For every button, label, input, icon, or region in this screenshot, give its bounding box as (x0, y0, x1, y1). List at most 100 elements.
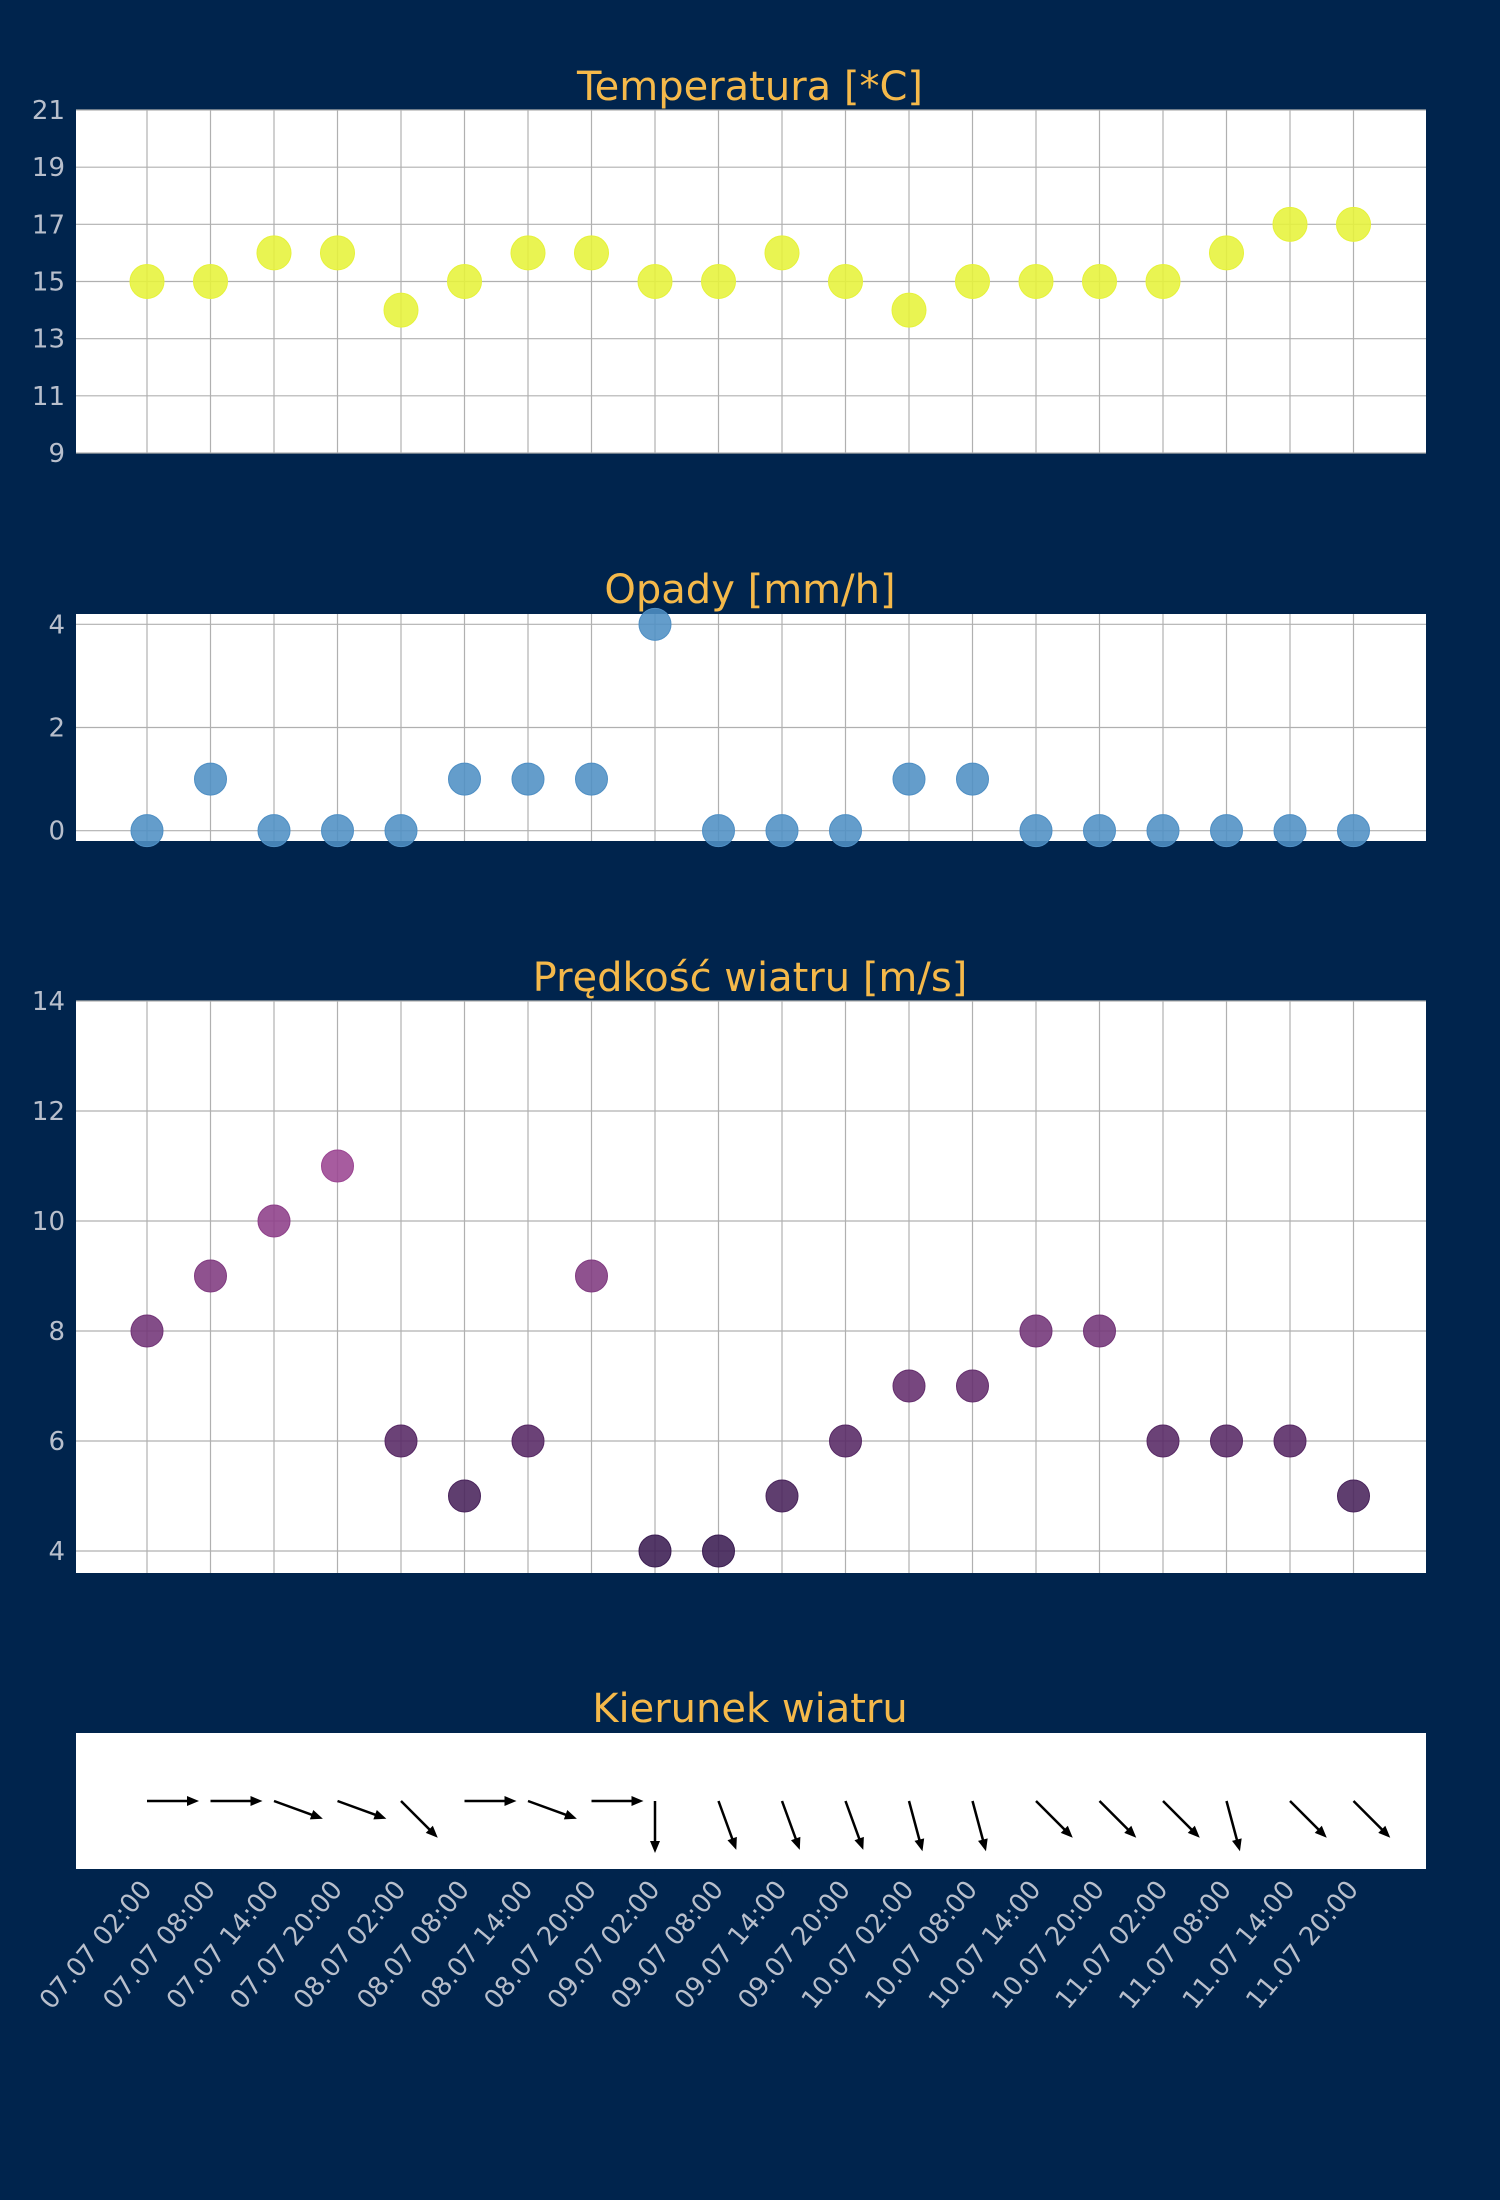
wind-arrow-shaft (971, 1800, 986, 1844)
wind-arrow (400, 1800, 438, 1838)
wind-arrow (464, 1796, 517, 1806)
wind-arrow (1035, 1800, 1073, 1838)
wind-arrow (591, 1796, 644, 1806)
data-point (575, 1259, 608, 1293)
data-point (891, 292, 927, 328)
data-point (1083, 814, 1116, 848)
wind-arrow-shaft (780, 1800, 799, 1843)
wind-arrow-head (1060, 1825, 1073, 1838)
wind-arrow (1352, 1800, 1391, 1838)
data-point (129, 264, 165, 299)
data-point (194, 1259, 227, 1293)
data-point (1273, 814, 1307, 848)
y-tick-label: 4 (48, 1537, 65, 1567)
wind-arrow-head (504, 1796, 517, 1806)
wind-arrow-shaft (1289, 1800, 1322, 1833)
data-point (321, 814, 354, 848)
data-point (765, 1479, 799, 1513)
data-point (1209, 235, 1244, 271)
data-point (1145, 264, 1181, 299)
wind-arrow-head (1124, 1825, 1137, 1838)
data-point (511, 1424, 545, 1458)
y-tick-label: 12 (32, 1097, 65, 1127)
data-point (447, 264, 482, 299)
y-tick-label: 11 (32, 382, 65, 412)
data-point (1018, 264, 1054, 299)
data-point (510, 235, 546, 271)
wind-arrow (717, 1800, 737, 1850)
data-point (892, 762, 926, 796)
wind-arrow (1162, 1800, 1200, 1838)
y-tick-label: 0 (48, 817, 65, 847)
wind-arrow-head (1232, 1838, 1242, 1852)
wind-arrow-head (425, 1825, 438, 1838)
y-tick-label: 17 (32, 210, 65, 240)
wind-arrow-shaft (844, 1800, 862, 1843)
data-point (130, 1314, 164, 1348)
data-point (1146, 1424, 1180, 1458)
wind-arrow (527, 1799, 577, 1820)
y-tick-label: 15 (32, 268, 65, 298)
precipitation-panel: Opady [mm/h] 0 2 4 (48, 567, 1426, 849)
y-tick-label: 8 (48, 1317, 65, 1347)
wind-arrow (1289, 1800, 1327, 1838)
data-point (956, 1369, 989, 1403)
wind-arrow (210, 1796, 263, 1806)
wind-arrow (650, 1801, 660, 1853)
wind-arrow-shaft (337, 1799, 380, 1818)
data-point (1082, 264, 1117, 299)
data-point (321, 1149, 354, 1183)
data-point (257, 1204, 291, 1238)
data-point (1146, 814, 1180, 848)
wind-direction-panel: Kierunek wiatru (76, 1686, 1426, 1877)
data-point (448, 1479, 481, 1513)
wind-arrow-head (790, 1836, 801, 1850)
wind-arrow-shaft (527, 1799, 570, 1818)
data-point (383, 292, 419, 328)
data-point (829, 814, 862, 848)
wind-arrow-shaft (907, 1800, 922, 1844)
wind-arrow-head (914, 1838, 925, 1852)
wind-arrow-shaft (1098, 1800, 1132, 1833)
data-point (384, 1424, 418, 1458)
wind-arrow-shaft (1225, 1800, 1240, 1844)
data-point (955, 264, 990, 299)
x-tick-label: 11.07 20:00 (1241, 1875, 1365, 2015)
y-tick-label: 19 (32, 153, 65, 183)
data-point (1273, 1424, 1307, 1458)
wind-speed-panel: Prędkość wiatru [m/s] 4 6 8 10 12 14 (32, 955, 1426, 1581)
data-point (828, 264, 863, 299)
wind-arrow (1225, 1800, 1242, 1852)
wind-direction-plot-area (76, 1733, 1426, 1869)
y-tick-label: 4 (48, 610, 65, 640)
wind-arrow (337, 1799, 387, 1820)
y-tick-label: 2 (48, 714, 65, 744)
data-point (575, 762, 608, 796)
wind-arrow-head (1187, 1825, 1200, 1838)
data-point (892, 1369, 926, 1403)
precipitation-title: Opady [mm/h] (604, 567, 895, 613)
wind-arrow-shaft (273, 1799, 316, 1818)
wind-arrow-shaft (717, 1800, 735, 1843)
data-point (701, 264, 736, 299)
wind-arrow (907, 1800, 925, 1852)
y-tick-label: 14 (32, 987, 65, 1017)
wind-arrow (147, 1796, 199, 1806)
wind-arrow-shaft (1035, 1800, 1068, 1833)
data-point (829, 1424, 862, 1458)
data-point (194, 762, 227, 796)
wind-arrow-shaft (400, 1800, 433, 1833)
data-point (1336, 206, 1371, 242)
wind-arrow-head (978, 1838, 988, 1852)
wind-arrow (844, 1800, 864, 1850)
wind-arrow (971, 1800, 988, 1852)
temperature-panel: Temperatura [*C] 9 11 13 15 17 19 21 (32, 64, 1426, 469)
data-point (702, 814, 735, 848)
wind-speed-title: Prędkość wiatru [m/s] (533, 955, 968, 1001)
wind-arrow-head (854, 1836, 864, 1850)
data-point (1083, 1314, 1116, 1348)
data-point (1210, 1424, 1243, 1458)
data-point (956, 762, 989, 796)
wind-direction-title: Kierunek wiatru (592, 1686, 907, 1732)
